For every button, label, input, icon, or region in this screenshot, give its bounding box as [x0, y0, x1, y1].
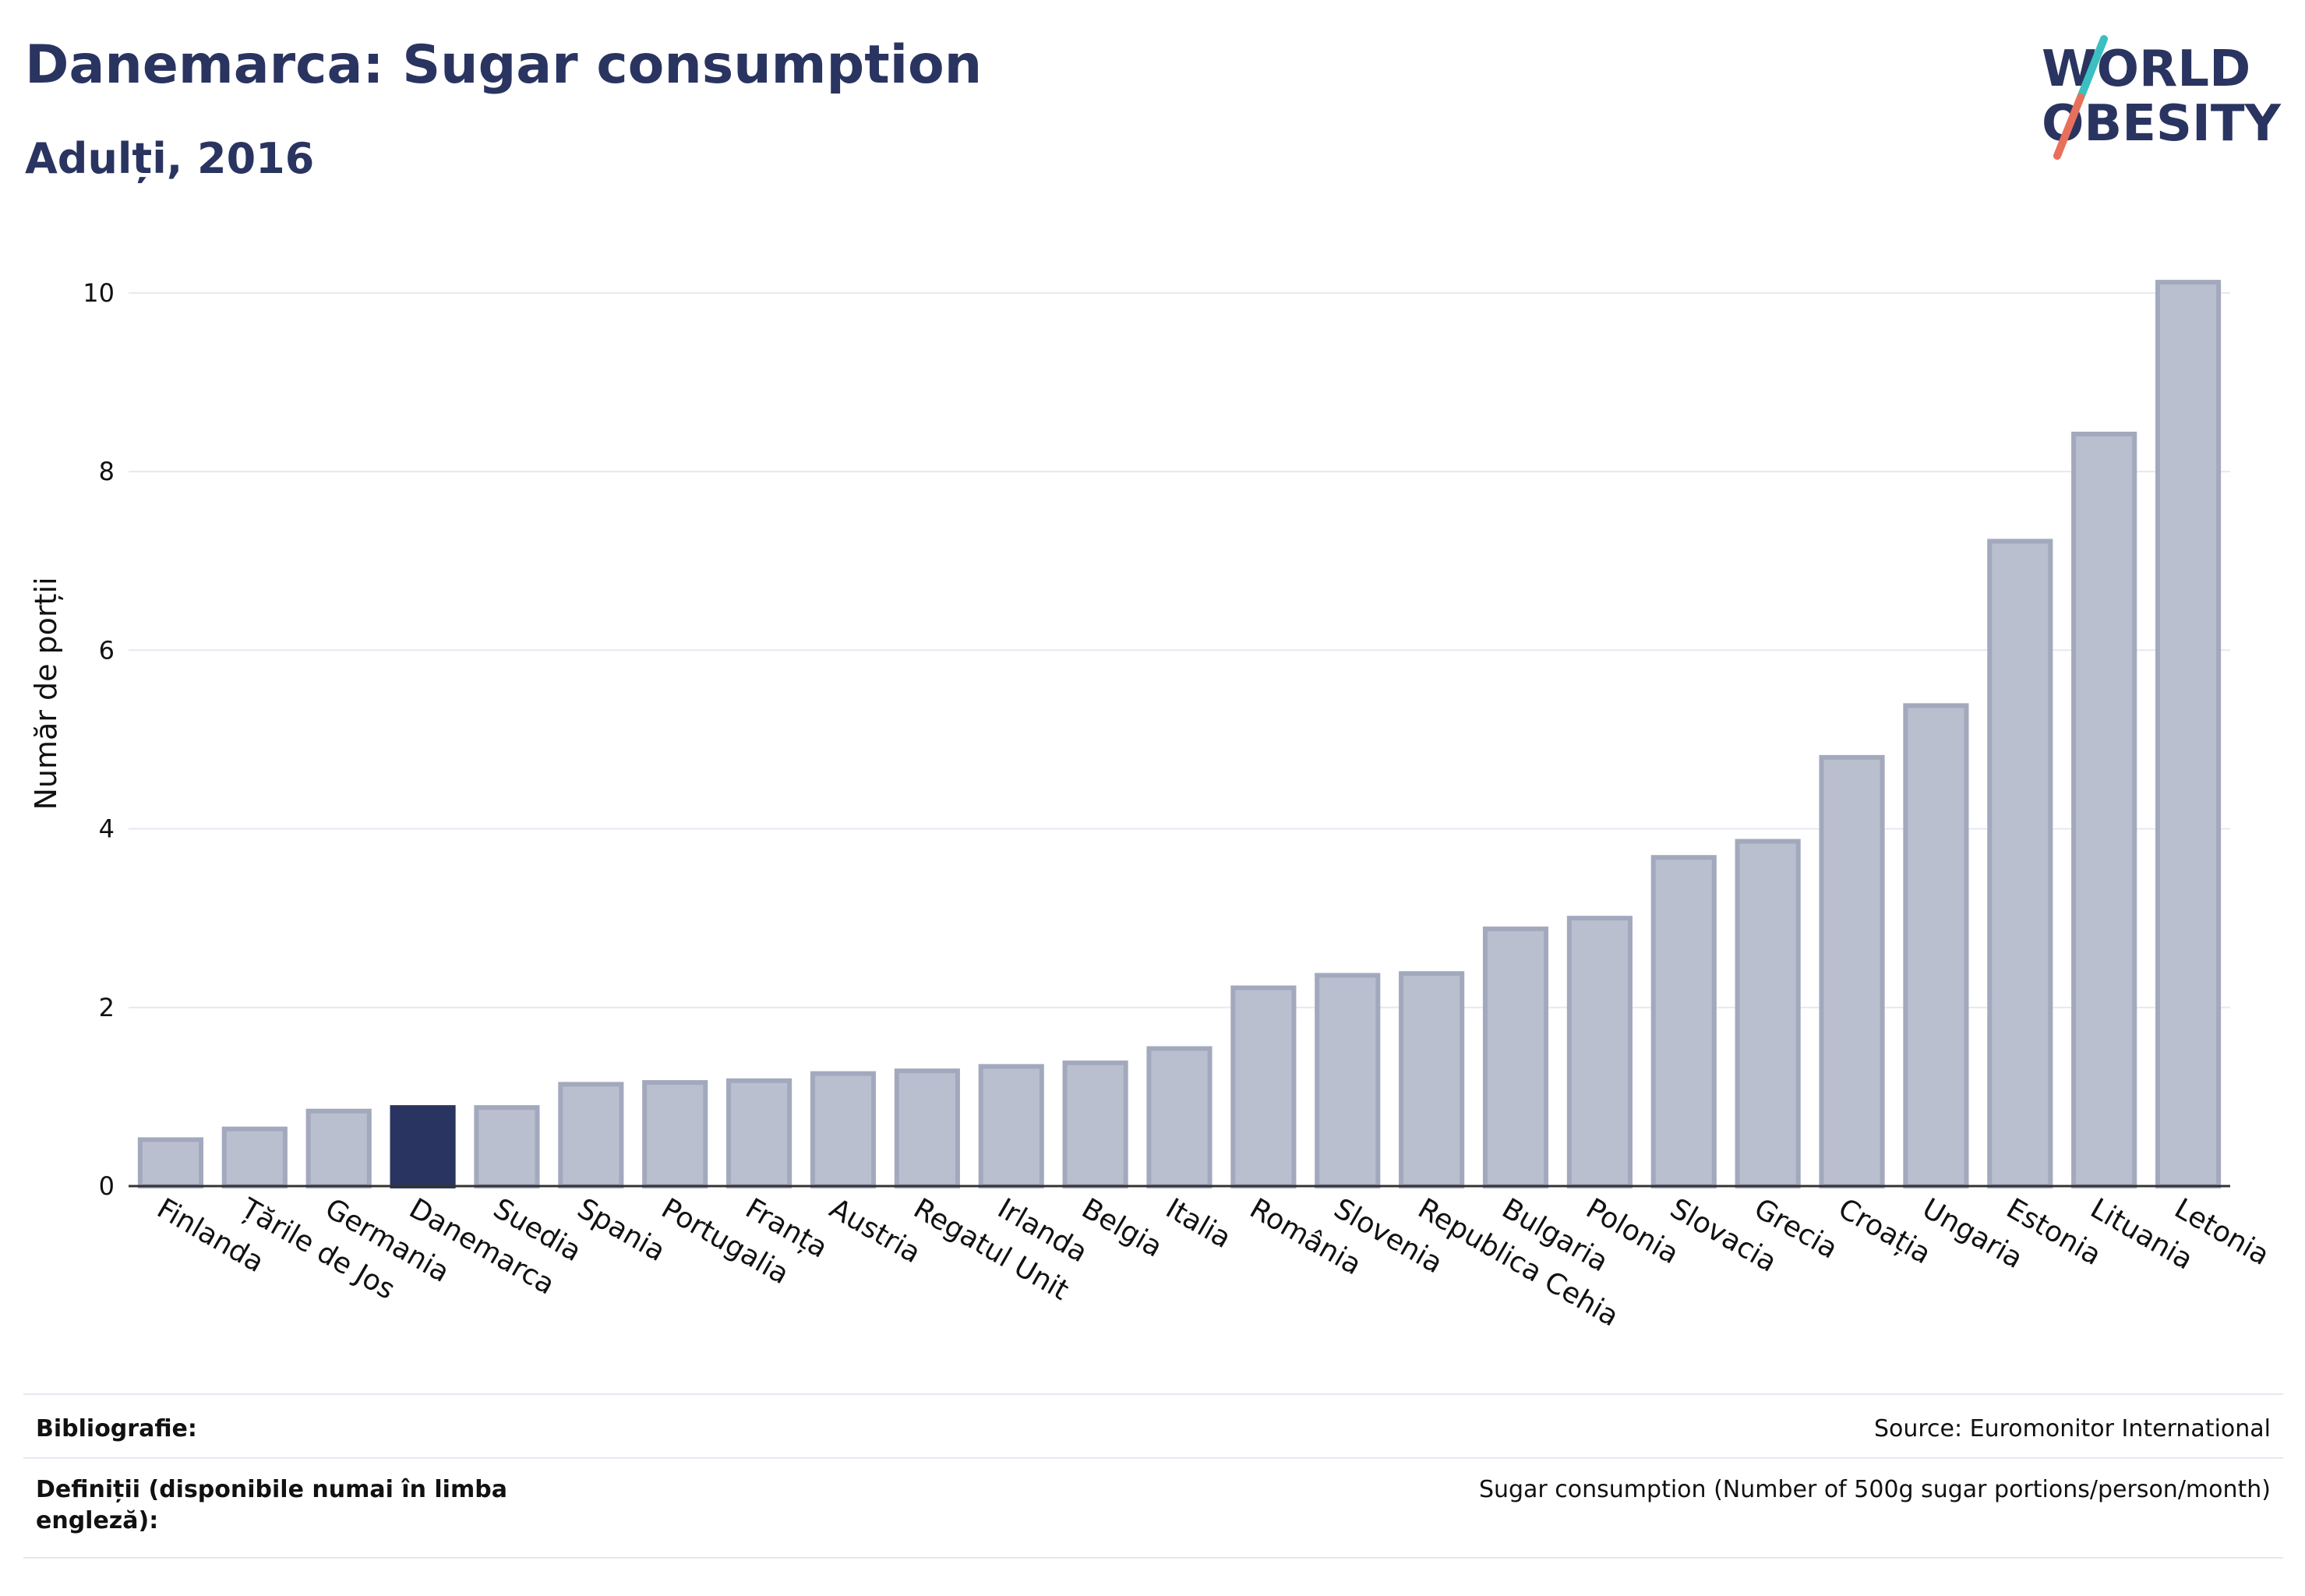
footer-row-definitions: Definiții (disponibile numai în limba en…	[23, 1457, 2283, 1559]
bar-country	[1650, 855, 1717, 1188]
bar-country	[558, 1082, 624, 1189]
bar-country	[978, 1064, 1044, 1189]
bar-country	[2071, 431, 2137, 1188]
y-tick-label: 0	[99, 1171, 115, 1201]
bar-country	[1482, 926, 1549, 1189]
bar-country	[1230, 985, 1297, 1188]
bar-country	[726, 1078, 792, 1189]
bar-country	[810, 1071, 877, 1188]
logo-slash-bottom	[2053, 94, 2084, 160]
bibliography-value: Source: Euromonitor International	[1873, 1415, 2271, 1442]
world-obesity-logo: WORLD OBESITY	[2042, 35, 2281, 160]
logo-text-world: WORLD	[2042, 41, 2250, 98]
bar-country	[2155, 280, 2222, 1189]
bar-country	[221, 1126, 288, 1188]
bar-country	[1819, 754, 1885, 1188]
bar-country	[1903, 703, 1969, 1188]
y-axis-title: Număr de porții	[29, 577, 63, 810]
bar-country	[474, 1105, 540, 1188]
chart-title: Danemarca: Sugar consumption	[25, 34, 983, 96]
definitions-value: Sugar consumption (Number of 500g sugar …	[1478, 1476, 2271, 1503]
bar-country	[1987, 538, 2053, 1188]
bar-country	[642, 1080, 708, 1188]
bar-country	[1735, 839, 1801, 1188]
bar-country	[1315, 973, 1381, 1188]
x-tick-label: Italia	[1160, 1192, 1236, 1255]
x-tick-label: Spania	[572, 1192, 671, 1268]
bars	[137, 280, 2222, 1189]
chart-subtitle: Adulți, 2016	[25, 134, 315, 183]
bibliography-label: Bibliografie:	[36, 1415, 197, 1442]
x-tick-label: Austria	[824, 1192, 926, 1269]
bar-country	[1062, 1060, 1128, 1189]
y-tick-label: 4	[99, 814, 115, 844]
bar-country	[137, 1137, 204, 1189]
definitions-label: Definiții (disponibile numai în limba en…	[36, 1476, 507, 1534]
y-tick-label: 8	[99, 457, 115, 486]
bar-country	[1566, 916, 1633, 1188]
bar-country	[1146, 1046, 1213, 1188]
y-tick-label: 2	[99, 993, 115, 1022]
x-tick-label: Belgia	[1076, 1192, 1167, 1263]
y-tick-label: 6	[99, 635, 115, 665]
bar-country	[1399, 971, 1465, 1188]
bar-country	[305, 1108, 372, 1188]
bar-country	[894, 1068, 960, 1188]
y-tick-label: 10	[83, 278, 115, 308]
logo-slash-top	[2077, 35, 2108, 101]
footer-row-bibliography: Bibliografie: Source: Euromonitor Intern…	[23, 1393, 2283, 1459]
bar-highlighted	[390, 1105, 456, 1188]
x-tick-label: Croația	[1833, 1192, 1936, 1270]
